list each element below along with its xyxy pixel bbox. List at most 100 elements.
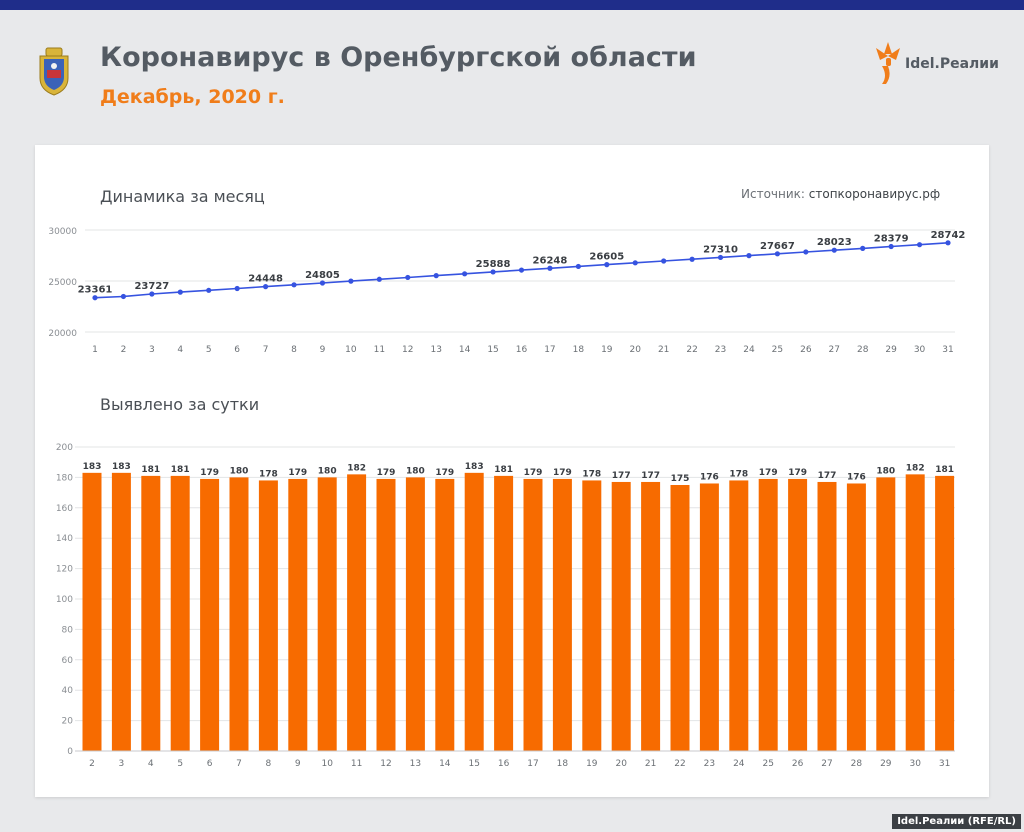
bar-x-tick-label: 10 (321, 759, 333, 769)
bar (846, 483, 866, 751)
line-x-tick-label: 27 (829, 345, 840, 355)
bar (582, 480, 602, 751)
idel-realii-logo-icon (876, 42, 900, 84)
bar-x-tick-label: 9 (295, 759, 301, 769)
bar-data-label: 179 (553, 468, 572, 478)
line-y-tick-label: 20000 (48, 329, 77, 339)
line-data-label: 27667 (760, 241, 795, 252)
bar-x-tick-label: 21 (645, 759, 656, 769)
bar-x-tick-label: 7 (236, 759, 242, 769)
source-value: стопкоронавирус.рф (808, 187, 941, 201)
line-point (206, 287, 212, 293)
line-point (263, 284, 269, 290)
line-point (547, 265, 553, 271)
bar-y-tick-label: 0 (67, 747, 73, 757)
line-point (518, 267, 525, 273)
line-x-tick-label: 31 (942, 345, 953, 355)
bar-x-tick-label: 27 (821, 759, 832, 769)
page-subtitle: Декабрь, 2020 г. (100, 86, 285, 108)
line-point (405, 274, 411, 281)
line-point (689, 256, 695, 262)
bar-data-label: 182 (906, 463, 925, 473)
line-data-label: 27310 (703, 244, 738, 255)
line-point (319, 280, 326, 286)
bar-data-label: 179 (288, 468, 307, 478)
bar (288, 478, 308, 751)
line-x-tick-label: 5 (206, 345, 212, 355)
bar-x-tick-label: 20 (615, 759, 627, 769)
line-x-tick-label: 22 (686, 345, 697, 355)
bar (376, 478, 396, 751)
line-point (177, 289, 183, 295)
line-x-tick-label: 7 (263, 345, 269, 355)
bar (200, 478, 220, 751)
bar (729, 480, 749, 751)
bar (699, 483, 719, 751)
line-x-tick-label: 10 (345, 345, 357, 355)
bar (347, 474, 367, 751)
bar-data-label: 180 (406, 466, 425, 476)
line-x-tick-label: 26 (800, 345, 812, 355)
bar-data-label: 181 (935, 465, 954, 475)
bar-x-tick-label: 15 (468, 759, 479, 769)
line-y-tick-label: 30000 (48, 227, 77, 237)
bar (111, 472, 131, 751)
bar-x-tick-label: 16 (498, 759, 510, 769)
bar-y-tick-label: 100 (56, 595, 73, 605)
line-chart-title: Динамика за месяц (100, 187, 265, 206)
line-x-tick-label: 4 (177, 345, 183, 355)
line-point (575, 263, 581, 270)
bar-data-label: 182 (347, 463, 366, 473)
line-x-tick-label: 17 (544, 345, 555, 355)
bar-x-tick-label: 5 (177, 759, 183, 769)
bar-y-tick-label: 180 (56, 473, 73, 483)
bar-x-tick-label: 31 (939, 759, 950, 769)
bar-x-tick-label: 22 (674, 759, 685, 769)
line-x-tick-label: 11 (374, 345, 385, 355)
line-point (291, 282, 297, 288)
line-x-tick-label: 30 (914, 345, 926, 355)
bar-x-tick-label: 19 (586, 759, 598, 769)
line-x-tick-label: 8 (291, 345, 297, 355)
bar-data-label: 178 (582, 469, 601, 479)
bar-x-tick-label: 14 (439, 759, 451, 769)
bar-data-label: 181 (494, 465, 513, 475)
bar (435, 478, 455, 751)
line-x-tick-label: 14 (459, 345, 471, 355)
line-data-label: 26248 (533, 255, 568, 266)
bar-x-tick-label: 11 (351, 759, 362, 769)
line-point (433, 273, 439, 279)
line-x-tick-label: 2 (121, 345, 127, 355)
bar-x-tick-label: 13 (410, 759, 421, 769)
bar-data-label: 179 (435, 468, 454, 478)
line-point (234, 285, 240, 292)
line-point (376, 276, 382, 282)
line-x-tick-label: 21 (658, 345, 669, 355)
bar-x-tick-label: 30 (909, 759, 921, 769)
line-x-tick-label: 6 (234, 345, 240, 355)
bar-x-tick-label: 26 (792, 759, 804, 769)
bar-data-label: 178 (729, 469, 748, 479)
bar-x-tick-label: 3 (119, 759, 125, 769)
bar (788, 478, 808, 751)
line-x-tick-label: 16 (516, 345, 528, 355)
bar-data-label: 180 (876, 466, 895, 476)
bar (523, 478, 543, 751)
top-accent-bar (0, 0, 1024, 10)
line-data-label: 24805 (305, 270, 340, 281)
source-label: Источник: (741, 187, 805, 201)
bar-x-tick-label: 12 (380, 759, 391, 769)
line-point (860, 245, 866, 251)
bar-data-label: 180 (318, 466, 337, 476)
footer-credit: Idel.Реалии (RFE/RL) (892, 814, 1021, 829)
line-data-label: 24448 (248, 274, 283, 285)
bar (876, 477, 896, 751)
line-point (462, 271, 468, 277)
bar-x-tick-label: 6 (207, 759, 213, 769)
line-point (149, 291, 155, 297)
line-x-tick-label: 19 (601, 345, 613, 355)
bar-data-label: 177 (818, 471, 837, 481)
bar (641, 481, 661, 751)
bar-data-label: 176 (847, 472, 866, 482)
